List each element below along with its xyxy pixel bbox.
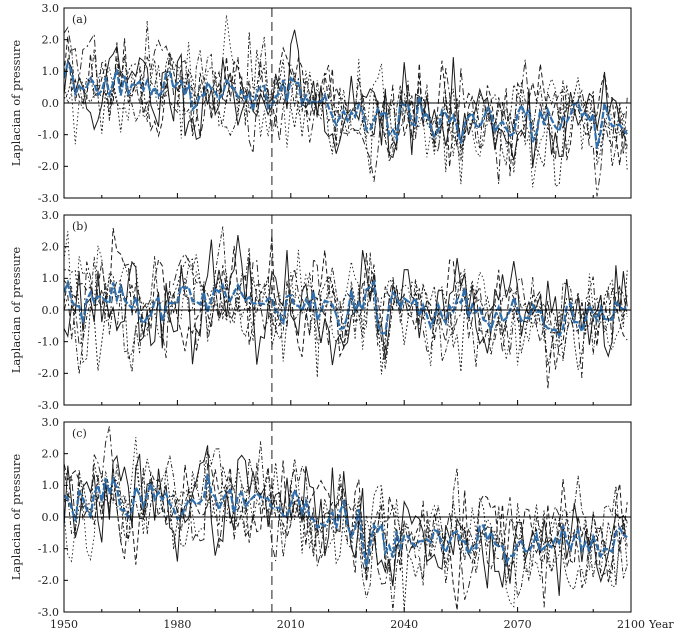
y-tick-label: -1.0 bbox=[38, 542, 59, 555]
model-series-line bbox=[64, 26, 628, 197]
model-series-line bbox=[64, 458, 628, 611]
x-tick-label: 2010 bbox=[277, 618, 305, 631]
model-series-line bbox=[64, 464, 628, 611]
y-tick-label: -1.0 bbox=[38, 335, 59, 348]
y-tick-label: 1.0 bbox=[42, 479, 60, 492]
model-series-line bbox=[64, 436, 628, 608]
y-tick-label: 1.0 bbox=[42, 272, 60, 285]
model-series-line bbox=[64, 49, 628, 188]
ensemble-mean-line bbox=[64, 474, 628, 567]
model-series-line bbox=[64, 20, 628, 173]
series-group-1 bbox=[64, 14, 628, 197]
series-group-2 bbox=[64, 226, 628, 390]
panel-label: (c) bbox=[72, 427, 87, 440]
chart-panel-3: 3.0 2.0 1.0 0.0 -1.0 -2.0 -3.0 (c) Laplacian of … bbox=[9, 416, 632, 619]
y-tick-label: 3.0 bbox=[42, 416, 60, 429]
model-series-line bbox=[64, 14, 628, 188]
x-tick-label: 2100 bbox=[617, 618, 645, 631]
y-tick-label: 3.0 bbox=[42, 2, 60, 15]
y-tick-label: 3.0 bbox=[42, 209, 60, 222]
panel-label: (a) bbox=[72, 13, 87, 26]
y-tick-label: 2.0 bbox=[42, 447, 60, 460]
chart-panel-2: 3.0 2.0 1.0 0.0 -1.0 -2.0 -3.0 (b) Laplacian of … bbox=[9, 209, 632, 412]
series-group-3 bbox=[64, 426, 628, 611]
ensemble-mean-line bbox=[64, 60, 628, 149]
model-series-line bbox=[64, 441, 628, 611]
y-tick-label: -3.0 bbox=[38, 606, 59, 619]
y-tick-label: -1.0 bbox=[38, 128, 59, 141]
y-tick-label: -2.0 bbox=[38, 574, 59, 587]
y-tick-label: -2.0 bbox=[38, 367, 59, 380]
model-series-line bbox=[64, 226, 628, 375]
y-tick-label: 0.0 bbox=[42, 97, 60, 110]
model-series-line bbox=[64, 253, 628, 390]
y-axis-label: Laplacian of pressure bbox=[9, 40, 23, 167]
y-tick-label: 0.0 bbox=[42, 304, 60, 317]
x-tick-label: 2070 bbox=[504, 618, 532, 631]
y-tick-label: 2.0 bbox=[42, 33, 60, 46]
model-series-line bbox=[64, 235, 628, 366]
x-axis-label: Year bbox=[648, 618, 674, 631]
chart-panel-1: 3.0 2.0 1.0 0.0 -1.0 -2.0 -3.0 (a) Laplacian of … bbox=[9, 2, 632, 205]
model-series-line bbox=[64, 227, 628, 370]
model-series-line bbox=[64, 231, 628, 367]
panel-label: (b) bbox=[72, 220, 88, 233]
model-series-line bbox=[64, 445, 628, 596]
ensemble-mean-line bbox=[64, 279, 628, 339]
x-tick-label: 1980 bbox=[163, 618, 191, 631]
y-tick-label: 2.0 bbox=[42, 240, 60, 253]
y-tick-label: 0.0 bbox=[42, 511, 60, 524]
model-series-line bbox=[64, 29, 628, 168]
y-tick-label: -3.0 bbox=[38, 399, 59, 412]
y-tick-label: -3.0 bbox=[38, 192, 59, 205]
x-tick-label: 1950 bbox=[50, 618, 78, 631]
x-tick-label: 2040 bbox=[390, 618, 418, 631]
y-axis-label: Laplacian of pressure bbox=[9, 454, 23, 581]
y-tick-label: 1.0 bbox=[42, 65, 60, 78]
y-axis-label: Laplacian of pressure bbox=[9, 247, 23, 374]
y-tick-label: -2.0 bbox=[38, 160, 59, 173]
